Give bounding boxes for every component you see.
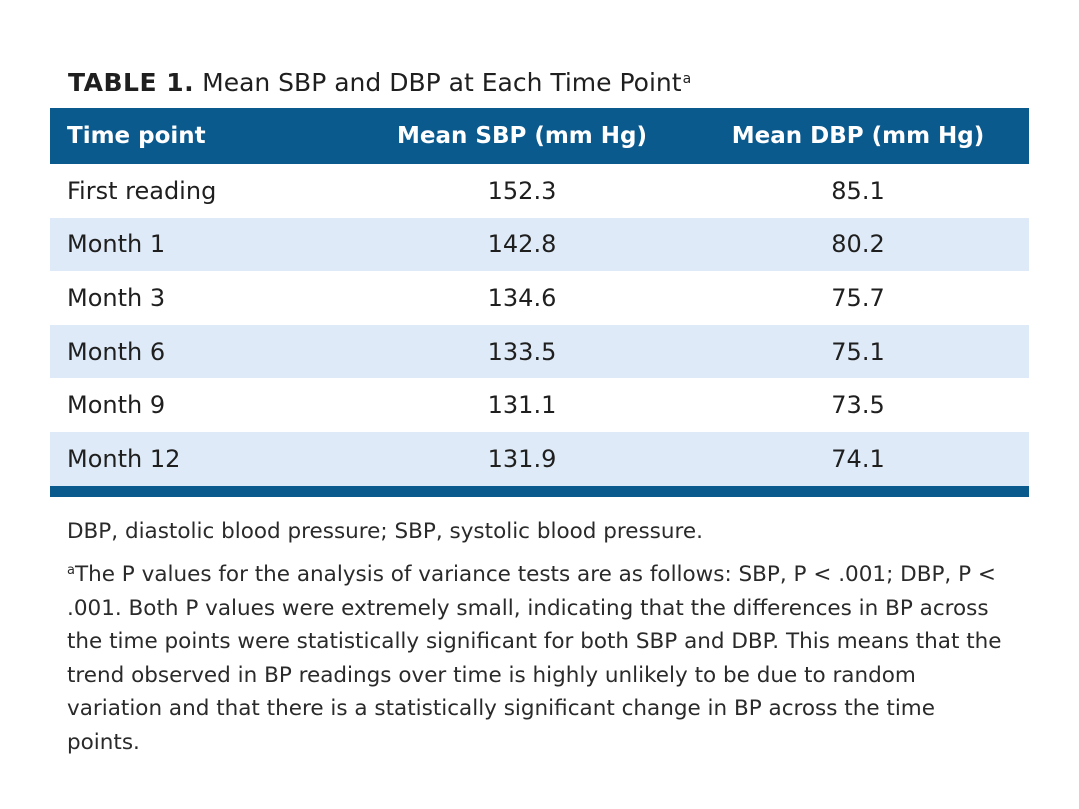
cell-mean-dbp: 75.7 xyxy=(831,283,885,312)
title-footnote-marker: a xyxy=(682,71,692,87)
cell-time-point: Month 3 xyxy=(67,283,166,312)
cell-time-point: Month 1 xyxy=(50,217,357,272)
cell-mean-dbp: 73.5 xyxy=(831,391,885,420)
header-mean-dbp: Mean DBP (mm Hg) xyxy=(687,108,1029,164)
table-row: Month 3 134.6 75.7 xyxy=(50,271,1029,325)
header-mean-sbp: Mean SBP (mm Hg) xyxy=(357,108,687,164)
table-container: TABLE 1. Mean SBP and DBP at Each Time Po… xyxy=(50,62,1029,765)
header-time-point: Time point xyxy=(50,108,357,164)
cell-mean-sbp: 131.9 xyxy=(357,431,687,486)
cell-mean-dbp: 74.1 xyxy=(687,431,1029,486)
bp-table: Time point Mean SBP (mm Hg) Mean DBP (mm… xyxy=(50,108,1029,486)
footnote-text: The P values for the analysis of varianc… xyxy=(67,562,1002,755)
footnote-a: aThe P values for the analysis of varian… xyxy=(67,554,1007,759)
table-number: TABLE 1. xyxy=(68,68,195,97)
cell-time-point: Month 9 xyxy=(67,391,166,420)
cell-mean-dbp: 80.2 xyxy=(687,217,1029,272)
cell-mean-sbp: 133.5 xyxy=(357,324,687,379)
table-row: Month 12 131.9 74.1 xyxy=(50,431,1029,486)
table-title: TABLE 1. Mean SBP and DBP at Each Time Po… xyxy=(68,62,1029,100)
abbreviations-note: DBP, diastolic blood pressure; SBP, syst… xyxy=(67,518,703,544)
cell-time-point: Month 12 xyxy=(50,431,357,486)
table-row: Month 6 133.5 75.1 xyxy=(50,324,1029,379)
cell-time-point: First reading xyxy=(67,176,217,205)
table-row: Month 9 131.1 73.5 xyxy=(50,378,1029,432)
table-row: First reading 152.3 85.1 xyxy=(50,164,1029,218)
table-bottom-rule xyxy=(50,485,1029,497)
cell-time-point: Month 6 xyxy=(50,324,357,379)
header-row: Time point Mean SBP (mm Hg) Mean DBP (mm… xyxy=(50,108,1029,164)
cell-mean-dbp: 75.1 xyxy=(687,324,1029,379)
table-row: Month 1 142.8 80.2 xyxy=(50,217,1029,272)
cell-mean-sbp: 152.3 xyxy=(487,176,557,205)
cell-mean-sbp: 134.6 xyxy=(487,283,557,312)
table-notes: DBP, diastolic blood pressure; SBP, syst… xyxy=(67,515,1007,760)
cell-mean-sbp: 142.8 xyxy=(357,217,687,272)
table-title-text: Mean SBP and DBP at Each Time Point xyxy=(202,68,682,97)
footnote-marker: a xyxy=(67,563,75,579)
cell-mean-sbp: 131.1 xyxy=(487,391,557,420)
cell-mean-dbp: 85.1 xyxy=(831,176,885,205)
